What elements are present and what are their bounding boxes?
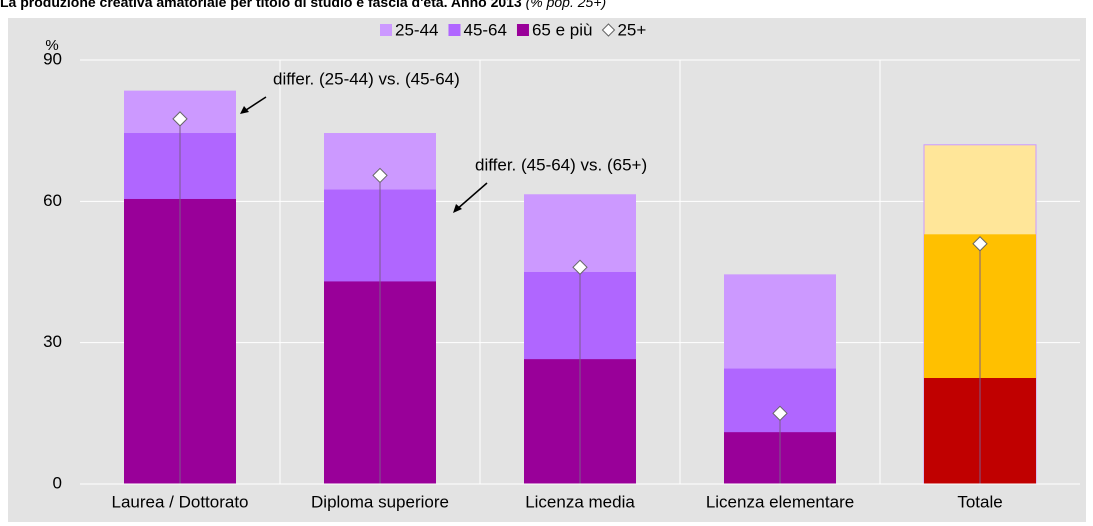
x-tick-label: Laurea / Dottorato — [111, 492, 248, 511]
legend-label: 25+ — [617, 20, 646, 39]
annotation: differ. (25-44) vs. (45-64) — [273, 69, 460, 88]
arrow-head — [240, 106, 249, 114]
title-main: La produzione creativa amatoriale per ti… — [0, 0, 522, 10]
legend-swatch — [380, 24, 392, 36]
legend-label: 25-44 — [395, 20, 438, 39]
marker — [172, 111, 188, 127]
chart-title: La produzione creativa amatoriale per ti… — [0, 0, 606, 10]
y-tick-label: 30 — [43, 332, 62, 351]
y-tick-label: 60 — [43, 191, 62, 210]
marker — [572, 259, 588, 275]
marker — [972, 236, 988, 252]
y-tick-label: 0 — [53, 473, 62, 492]
marker — [772, 405, 788, 422]
y-axis-label: % — [45, 37, 58, 54]
y-tick-label: 90 — [43, 49, 62, 68]
title-sub: (% pop. 25+) — [526, 0, 607, 10]
x-tick-label: Licenza media — [525, 492, 635, 511]
annotation-arrow — [455, 182, 488, 211]
x-tick-label: Totale — [957, 492, 1002, 511]
legend-label: 65 e più — [532, 20, 593, 39]
marker — [372, 167, 388, 184]
x-tick-label: Diploma superiore — [311, 492, 449, 511]
annotation: differ. (45-64) vs. (65+) — [475, 155, 647, 174]
legend-marker — [601, 23, 616, 37]
legend-swatch — [516, 24, 529, 36]
arrow-head — [453, 204, 462, 213]
x-tick-label: Licenza elementare — [706, 492, 854, 511]
legend-label: 45-64 — [463, 20, 506, 39]
legend-swatch — [448, 24, 461, 36]
